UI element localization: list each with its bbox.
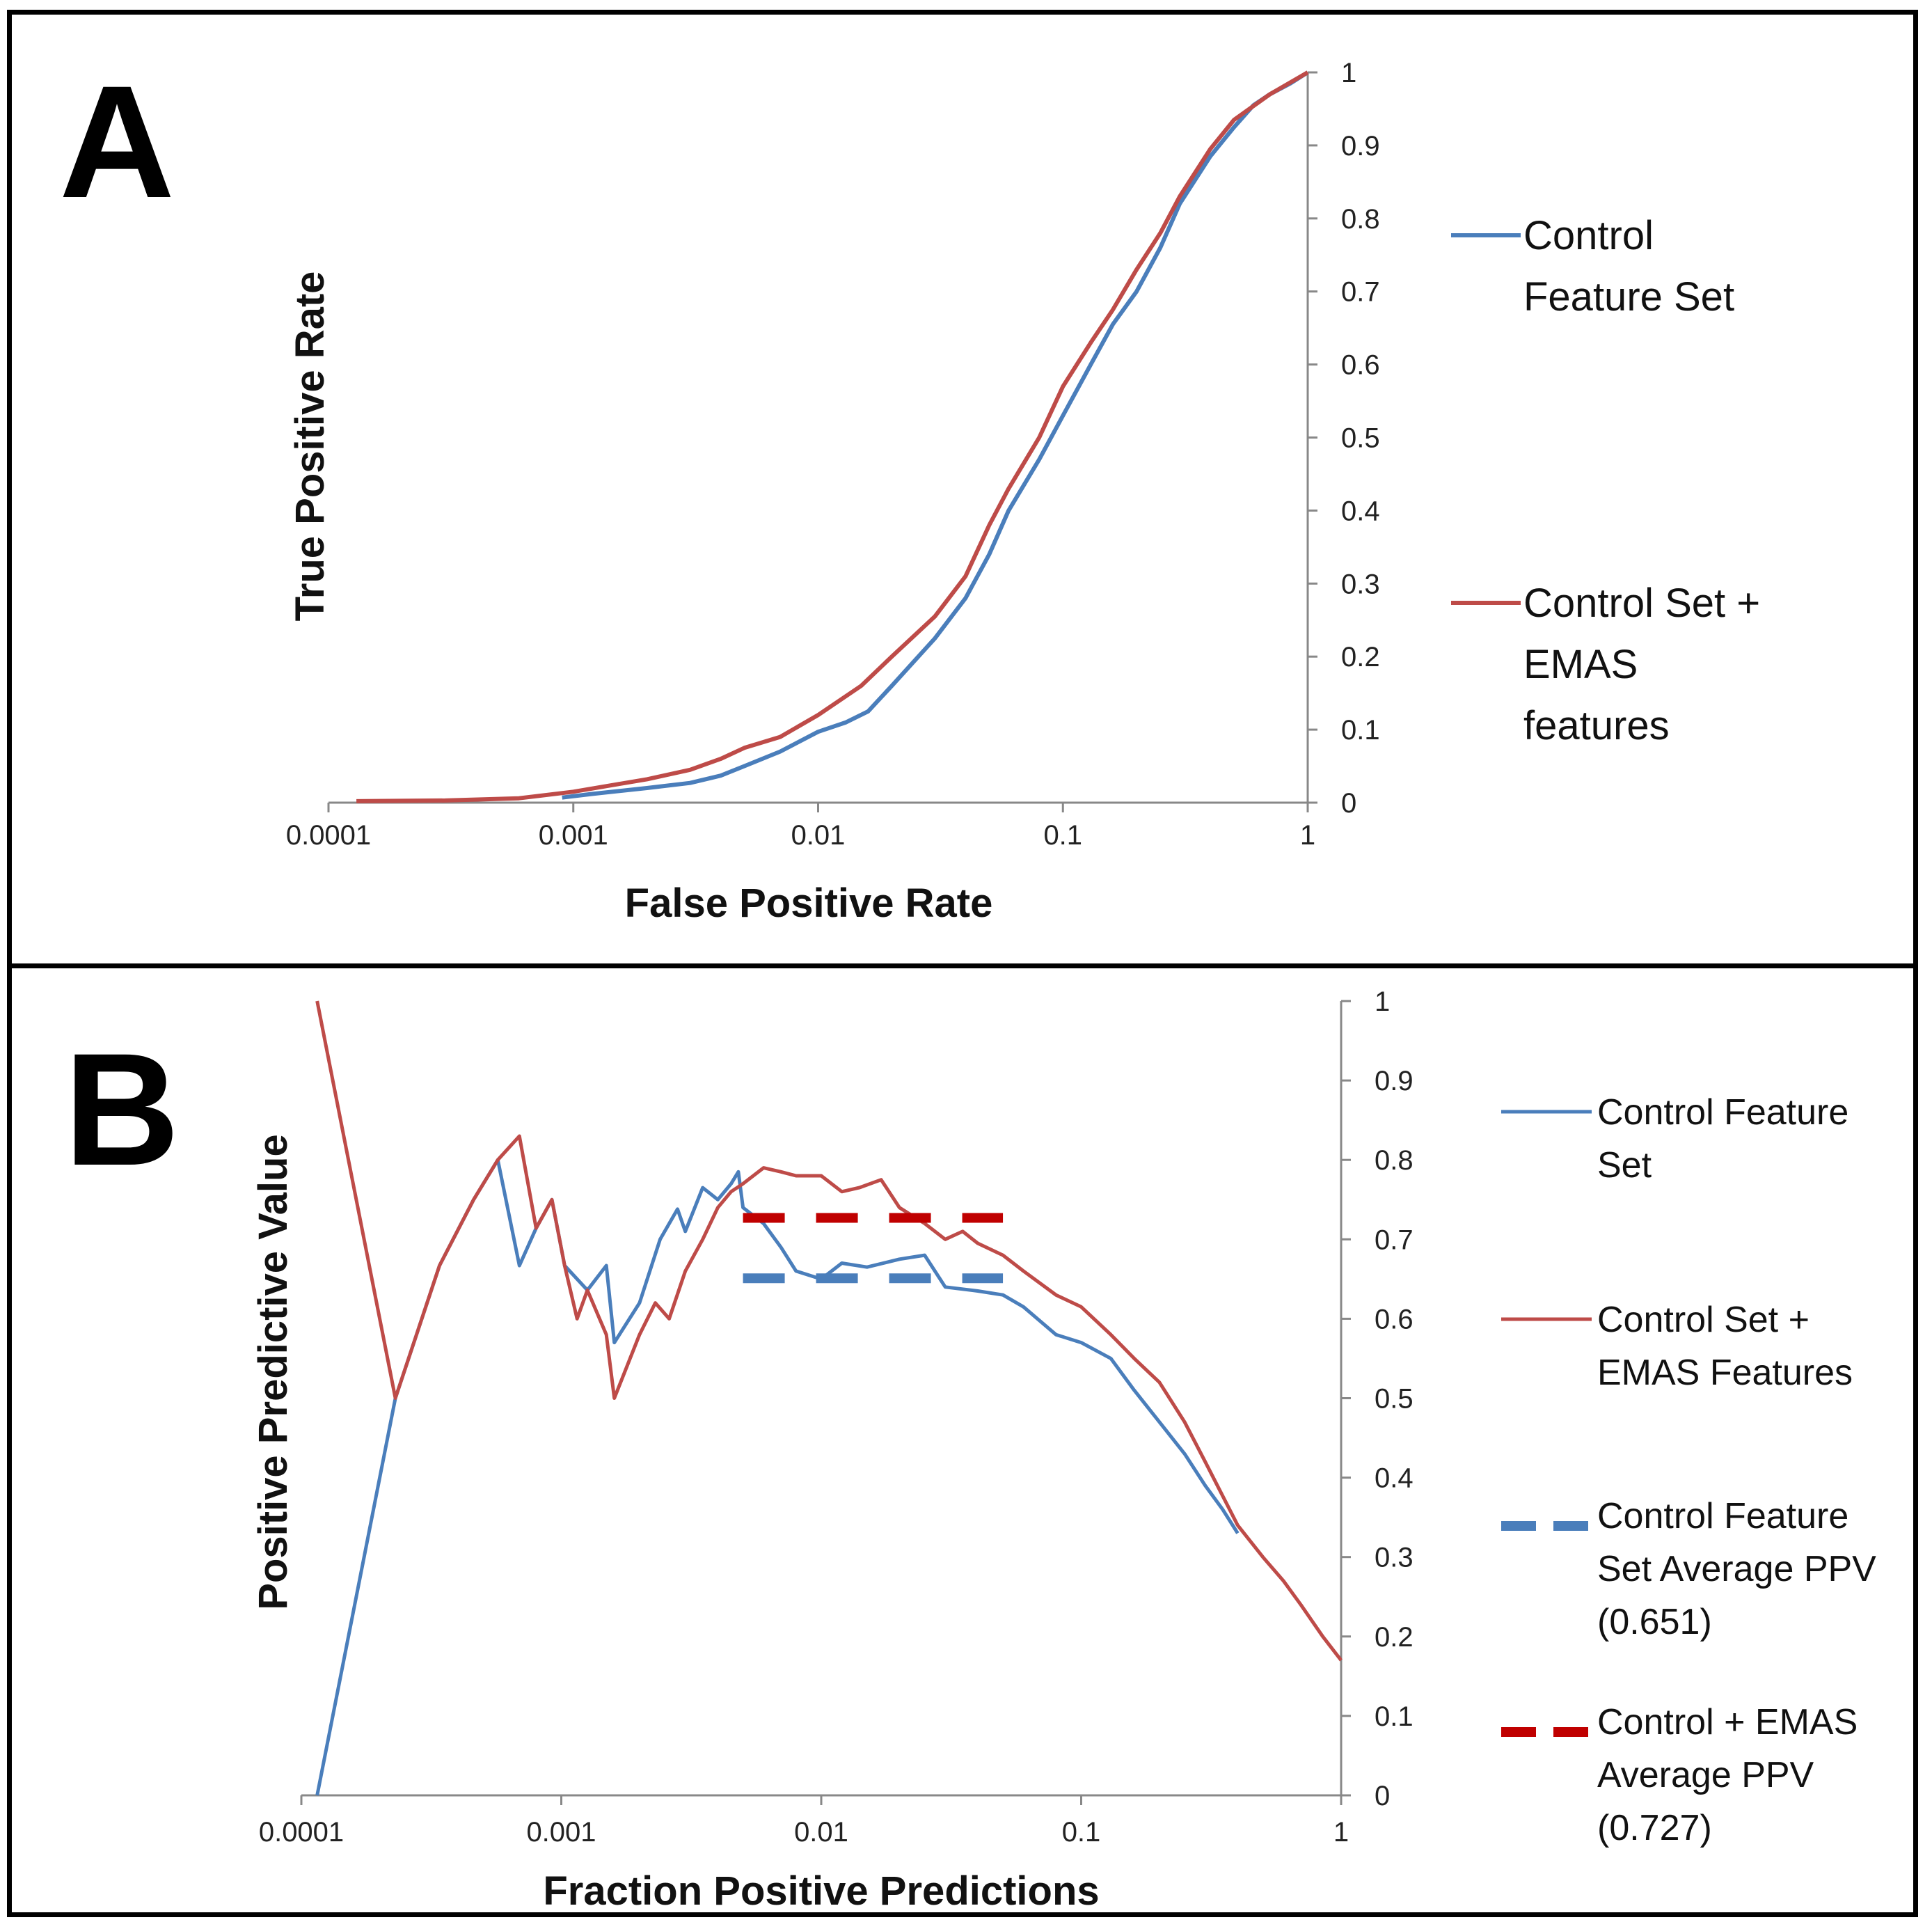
y-tick-label: 0.6 xyxy=(1375,1304,1414,1334)
series-line-control-set-emas-features xyxy=(356,70,1309,803)
x-axis-title-b: Fraction Positive Predictions xyxy=(543,1868,1099,1914)
x-tick-label: 0.1 xyxy=(1062,1817,1101,1848)
roc-chart: A 0.0001 0.001 0.01 0.1 1 0 0.1 0.2 0.3 0.4 0.5 0.… xyxy=(59,52,1760,926)
legend-label: EMAS xyxy=(1523,642,1638,687)
panel-letter-b: B xyxy=(64,1020,180,1199)
legend-label: Set Average PPV xyxy=(1597,1549,1876,1589)
legend-a: Control Feature Set Control Set + EMAS featu… xyxy=(1451,213,1760,748)
x-tick-label: 0.0001 xyxy=(286,820,371,851)
y-axis-title-b: Positive Predictive Value xyxy=(251,1134,296,1609)
legend-item-control-set-emas-features: Control Set + EMAS features xyxy=(1451,581,1760,748)
y-tick-label: 0.5 xyxy=(1375,1384,1414,1415)
legend-item-control-emas-average-ppv-0-727: Control + EMAS Average PPV (0.727) xyxy=(1501,1702,1858,1848)
legend-label: Control Feature xyxy=(1597,1092,1848,1133)
x-tick-label: 0.001 xyxy=(526,1817,596,1848)
legend-label: Average PPV xyxy=(1597,1755,1814,1795)
x-tick-label: 0.0001 xyxy=(259,1817,344,1848)
x-tick-label: 1 xyxy=(1333,1817,1349,1848)
y-tick-label: 0.9 xyxy=(1341,131,1380,162)
legend-label: Control + EMAS xyxy=(1597,1702,1858,1742)
y-tick-label: 0.1 xyxy=(1375,1701,1414,1732)
legend-label: (0.651) xyxy=(1597,1602,1712,1642)
series-line-control-feature-set xyxy=(315,1158,1240,1796)
legend-item-control-feature-set-average-ppv-0-651: Control Feature Set Average PPV (0.651) xyxy=(1501,1496,1876,1642)
x-tick-label: 0.01 xyxy=(791,820,846,851)
series-line-control-set-emas-features xyxy=(315,1000,1343,1662)
legend-b: Control Feature Set Control Set + EMAS Feat… xyxy=(1501,1092,1876,1848)
legend-label: EMAS Features xyxy=(1597,1353,1853,1393)
legend-label: Feature Set xyxy=(1523,274,1734,320)
y-tick-label: 0.3 xyxy=(1341,569,1380,599)
panel-a: A 0.0001 0.001 0.01 0.1 1 0 0.1 0.2 0.3 0.4 0.5 0.… xyxy=(7,10,1918,970)
legend-label: (0.727) xyxy=(1597,1808,1712,1848)
y-tick-label: 0.4 xyxy=(1341,496,1380,526)
panel-letter-a: A xyxy=(59,52,175,231)
legend-item-control-feature-set: Control Feature Set xyxy=(1451,213,1734,320)
x-axis-title-a: False Positive Rate xyxy=(625,881,993,926)
y-tick-label: 1 xyxy=(1375,986,1390,1017)
legend-label: Control Set + xyxy=(1523,581,1760,626)
y-tick-label: 0.2 xyxy=(1375,1622,1414,1653)
legend-label: Control xyxy=(1523,213,1654,258)
legend-item-control-feature-set: Control Feature Set xyxy=(1501,1092,1848,1186)
legend-label: Control Set + xyxy=(1597,1300,1810,1340)
y-tick-label: 0.7 xyxy=(1375,1225,1414,1255)
y-tick-label: 0 xyxy=(1375,1781,1390,1811)
y-tick-label: 0.8 xyxy=(1375,1145,1414,1176)
y-tick-label: 0.5 xyxy=(1341,423,1380,454)
y-tick-label: 0.2 xyxy=(1341,642,1380,672)
y-tick-label: 0.4 xyxy=(1375,1463,1414,1494)
legend-label: Set xyxy=(1597,1145,1652,1186)
legend-label: Control Feature xyxy=(1597,1496,1848,1536)
x-tick-label: 0.1 xyxy=(1043,820,1082,851)
y-tick-label: 0 xyxy=(1341,788,1356,819)
y-axis-title-a: True Positive Rate xyxy=(287,271,333,622)
legend-label: features xyxy=(1523,703,1670,748)
y-tick-label: 0.8 xyxy=(1341,204,1380,235)
y-tick-label: 0.9 xyxy=(1375,1066,1414,1096)
x-tick-label: 0.01 xyxy=(794,1817,848,1848)
ppv-chart: B 0.0001 0.001 0.01 0.1 1 0 0.1 0.2 0.3 0.4 0.5 0.… xyxy=(64,986,1876,1914)
y-tick-label: 0.7 xyxy=(1341,277,1380,308)
series-line-control-feature-set xyxy=(562,70,1309,800)
x-tick-label: 1 xyxy=(1300,820,1315,851)
panel-b: B 0.0001 0.001 0.01 0.1 1 0 0.1 0.2 0.3 0.4 0.5 0.… xyxy=(7,963,1918,1917)
y-tick-label: 0.3 xyxy=(1375,1543,1414,1573)
y-tick-label: 0.1 xyxy=(1341,715,1380,746)
x-tick-label: 0.001 xyxy=(539,820,608,851)
y-tick-label: 0.6 xyxy=(1341,350,1380,381)
legend-item-control-set-emas-features: Control Set + EMAS Features xyxy=(1501,1300,1853,1393)
y-tick-label: 1 xyxy=(1341,58,1356,88)
